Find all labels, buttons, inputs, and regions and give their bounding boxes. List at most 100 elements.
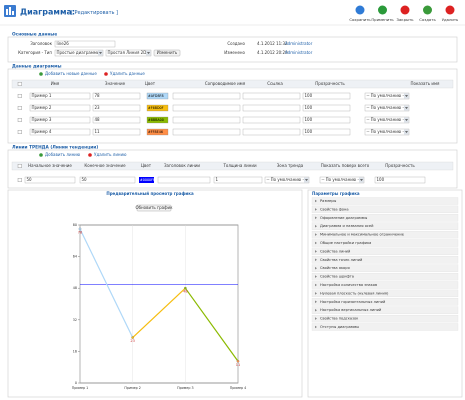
zone-select[interactable] bbox=[264, 176, 310, 184]
params-item-label: Свойства фона bbox=[320, 207, 349, 211]
alpha-input[interactable] bbox=[374, 176, 426, 184]
checkbox[interactable] bbox=[17, 117, 22, 122]
alias-input[interactable] bbox=[172, 92, 241, 100]
params-arrow bbox=[315, 216, 317, 220]
toolbar-icon[interactable] bbox=[378, 5, 387, 15]
on-top-select-caret bbox=[360, 179, 363, 181]
start-input[interactable] bbox=[24, 176, 76, 184]
toolbar-icon[interactable] bbox=[445, 5, 455, 15]
value-input[interactable] bbox=[92, 104, 141, 112]
params-item-label: Диаграмма и названия осей bbox=[320, 224, 374, 228]
params-item-label: Свойства шрифта bbox=[320, 275, 354, 279]
on-top-select-text: -- По умолчанию -- bbox=[322, 177, 361, 182]
checkbox[interactable] bbox=[17, 129, 22, 134]
checkbox[interactable] bbox=[17, 163, 22, 168]
alpha-input[interactable] bbox=[302, 116, 351, 124]
color-swatch[interactable] bbox=[146, 116, 169, 124]
remove-icon[interactable] bbox=[104, 72, 108, 76]
column-header: Показать имя bbox=[411, 81, 440, 86]
show-name-select[interactable] bbox=[364, 104, 410, 112]
change-button-label: Изменить bbox=[157, 50, 178, 55]
params-item[interactable] bbox=[311, 281, 459, 289]
on-top-select[interactable] bbox=[319, 176, 365, 184]
thickness-input[interactable] bbox=[213, 176, 263, 184]
link-input[interactable] bbox=[242, 104, 301, 112]
params-arrow bbox=[315, 241, 317, 245]
params-item[interactable] bbox=[311, 205, 459, 214]
y-tick-label: 0 bbox=[75, 381, 77, 385]
line-title-input[interactable] bbox=[157, 176, 211, 184]
color-swatch[interactable] bbox=[146, 128, 169, 136]
show-name-select[interactable] bbox=[364, 116, 410, 124]
title-input[interactable] bbox=[54, 40, 116, 48]
alias-input[interactable] bbox=[172, 116, 241, 124]
toolbar-icon[interactable] bbox=[400, 5, 410, 15]
end-input[interactable] bbox=[79, 176, 136, 184]
color-swatch[interactable] bbox=[146, 92, 169, 100]
color-swatch[interactable] bbox=[146, 104, 169, 112]
value-input[interactable] bbox=[92, 116, 141, 124]
alias-input[interactable] bbox=[172, 104, 241, 112]
column-header: Значение bbox=[105, 81, 126, 86]
name-input[interactable] bbox=[29, 116, 91, 124]
column-header: Имя bbox=[51, 81, 60, 86]
remove-icon[interactable] bbox=[88, 153, 92, 157]
params-item-label: Свойства линий bbox=[320, 249, 351, 253]
params-item[interactable] bbox=[311, 323, 459, 331]
params-item[interactable] bbox=[311, 230, 459, 239]
params-item[interactable] bbox=[311, 256, 459, 264]
params-item[interactable] bbox=[311, 214, 459, 222]
refresh-button[interactable] bbox=[136, 204, 172, 212]
category-select-text: Простые диаграммы bbox=[57, 50, 101, 55]
alpha-input[interactable] bbox=[302, 92, 351, 100]
show-name-select[interactable] bbox=[364, 128, 410, 136]
params-arrow bbox=[315, 292, 317, 295]
name-input[interactable] bbox=[29, 104, 91, 112]
add-icon[interactable] bbox=[39, 72, 43, 76]
params-item[interactable] bbox=[311, 306, 459, 314]
link-input[interactable] bbox=[242, 116, 301, 124]
checkbox[interactable] bbox=[17, 177, 22, 182]
params-item[interactable] bbox=[311, 239, 459, 247]
color-text: #AFD8F8 bbox=[148, 94, 164, 98]
y-tick-label: 64 bbox=[73, 255, 77, 259]
alpha-input[interactable] bbox=[302, 104, 351, 112]
name-input[interactable] bbox=[29, 92, 91, 100]
params-item[interactable] bbox=[311, 314, 459, 323]
checkbox[interactable] bbox=[17, 93, 22, 98]
color-swatch[interactable] bbox=[139, 177, 154, 183]
toolbar-icon[interactable] bbox=[423, 5, 432, 15]
checkbox[interactable] bbox=[17, 81, 22, 86]
show-name-select[interactable] bbox=[364, 92, 410, 100]
show-name-select-text: -- По умолчанию -- bbox=[367, 105, 406, 110]
link-input[interactable] bbox=[242, 128, 301, 136]
alias-input[interactable] bbox=[172, 128, 241, 136]
alpha-input[interactable] bbox=[302, 128, 351, 136]
params-item-label: Оформление диаграммы bbox=[320, 216, 367, 220]
checkbox[interactable] bbox=[17, 105, 22, 110]
value-input[interactable] bbox=[92, 92, 141, 100]
value-input[interactable] bbox=[92, 128, 141, 136]
change-button[interactable] bbox=[153, 49, 181, 57]
params-arrow bbox=[315, 283, 317, 287]
link-input[interactable] bbox=[242, 92, 301, 100]
category-select[interactable] bbox=[54, 49, 104, 57]
name-input-text: Пример 2 bbox=[32, 105, 52, 110]
type-select[interactable] bbox=[105, 49, 152, 57]
name-input[interactable] bbox=[29, 128, 91, 136]
params-item[interactable] bbox=[311, 264, 459, 272]
add-link: Добавить новые данные bbox=[45, 71, 97, 76]
params-item[interactable] bbox=[311, 247, 459, 256]
value-label: 23 bbox=[130, 339, 134, 343]
toolbar-icon[interactable] bbox=[355, 5, 365, 15]
params-item[interactable] bbox=[311, 289, 459, 298]
add-icon[interactable] bbox=[39, 153, 43, 157]
params-item[interactable] bbox=[311, 197, 459, 205]
line-segment bbox=[132, 287, 186, 339]
show-name-select-caret bbox=[405, 119, 408, 121]
params-item[interactable] bbox=[311, 272, 459, 281]
value-label: 78 bbox=[78, 230, 82, 234]
params-item[interactable] bbox=[311, 222, 459, 230]
params-item[interactable] bbox=[311, 298, 459, 306]
